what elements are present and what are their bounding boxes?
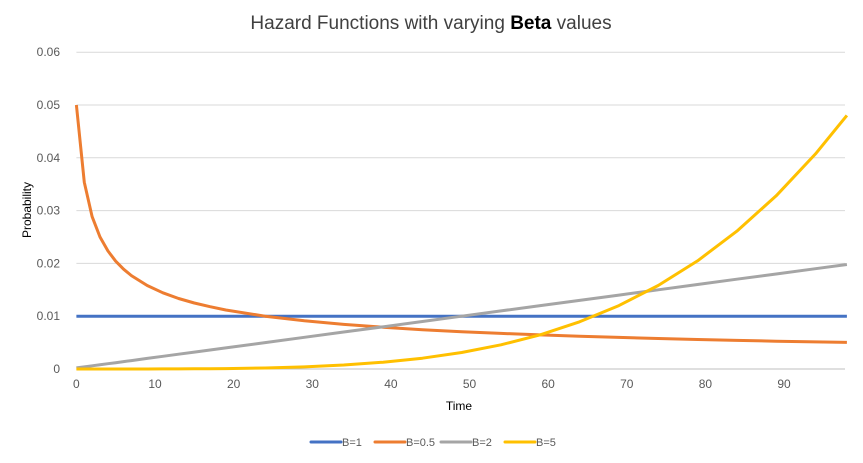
x-tick-label: 0 (73, 377, 80, 391)
legend-item: B=0.5 (373, 437, 435, 449)
legend-item: B=1 (309, 437, 362, 449)
series-line-B=5 (76, 114, 849, 371)
y-tick-label: 0.04 (37, 151, 61, 165)
y-tick-label: 0.01 (37, 309, 61, 323)
x-axis-label: Time (446, 399, 473, 413)
x-tick-label: 90 (777, 377, 791, 391)
y-tick-label: 0 (53, 362, 60, 376)
legend-label: B=5 (536, 437, 556, 449)
y-axis-label: Probability (20, 182, 34, 238)
x-tick-label: 70 (620, 377, 634, 391)
x-tick-label: 30 (306, 377, 320, 391)
x-tick-label: 20 (227, 377, 241, 391)
y-tick-label: 0.05 (37, 98, 61, 112)
legend-label: B=1 (342, 437, 362, 449)
y-tick-label: 0.06 (37, 45, 61, 59)
y-tick-label: 0.02 (37, 256, 61, 270)
legend-item: B=2 (439, 437, 492, 449)
legend-item: B=5 (503, 437, 556, 449)
x-tick-label: 40 (384, 377, 398, 391)
legend-label: B=2 (472, 437, 492, 449)
x-tick-label: 50 (463, 377, 477, 391)
series-line-B=0.5 (74, 104, 847, 344)
series-line-B=2 (76, 263, 848, 370)
legend-label: B=0.5 (406, 437, 435, 449)
y-tick-label: 0.03 (37, 204, 61, 218)
chart-title: Hazard Functions with varying Beta value… (250, 13, 611, 34)
x-tick-label: 60 (541, 377, 555, 391)
x-tick-label: 80 (699, 377, 713, 391)
x-tick-label: 10 (148, 377, 162, 391)
